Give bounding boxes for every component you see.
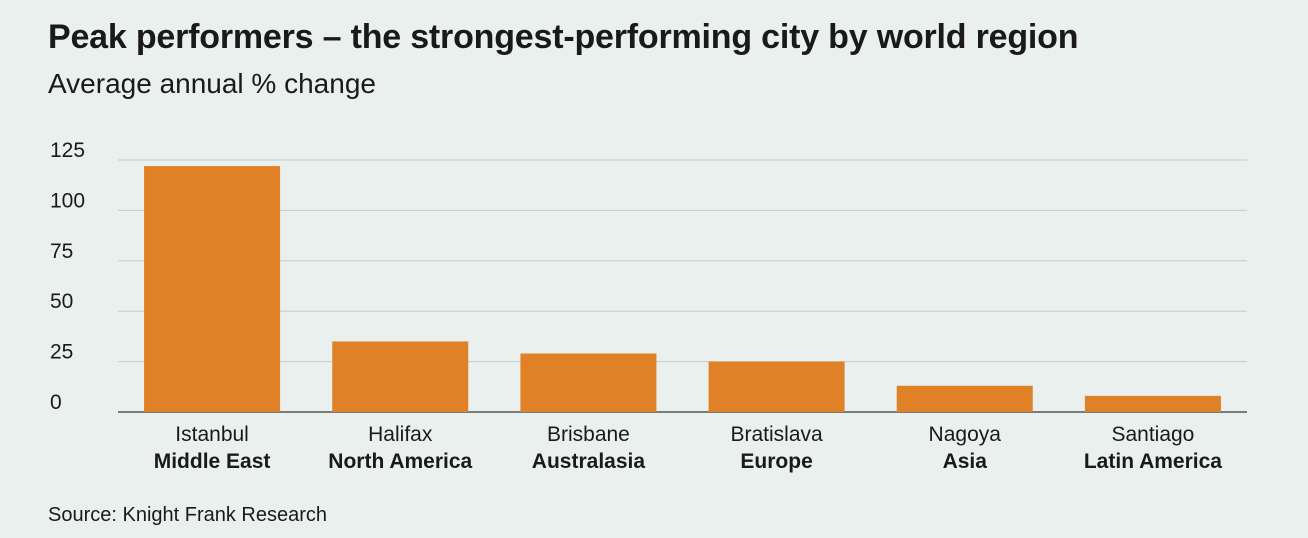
- x-tick-label-city: Bratislava: [730, 423, 823, 446]
- x-tick-label-city: Santiago: [1111, 423, 1194, 446]
- x-tick-label-region: Australasia: [532, 450, 646, 473]
- x-tick-label-region: North America: [328, 450, 472, 473]
- y-tick-label: 100: [50, 189, 85, 212]
- x-tick-label-city: Brisbane: [547, 423, 630, 446]
- chart-subtitle: Average annual % change: [48, 68, 376, 99]
- x-tick-label-city: Halifax: [368, 423, 433, 446]
- y-axis-ticks: 0 25 50 75 100 125: [50, 139, 85, 414]
- x-tick-label-region: Latin America: [1084, 450, 1222, 473]
- y-tick-label: 50: [50, 290, 73, 313]
- x-tick-label-city: Istanbul: [175, 423, 249, 446]
- x-tick-label-region: Asia: [943, 450, 988, 473]
- bar-bratislava: [708, 361, 845, 412]
- bar-brisbane: [520, 353, 657, 412]
- bar-halifax: [332, 341, 469, 412]
- y-tick-label: 0: [50, 391, 62, 414]
- x-tick-label-region: Middle East: [154, 450, 271, 473]
- y-tick-label: 125: [50, 139, 85, 162]
- bar-nagoya: [896, 385, 1033, 412]
- y-tick-label: 75: [50, 240, 73, 263]
- gridlines: [118, 159, 1247, 413]
- bar-santiago: [1084, 395, 1221, 412]
- bars: [144, 166, 1221, 412]
- source-note: Source: Knight Frank Research: [48, 504, 328, 526]
- x-axis-labels: Istanbul Middle East Halifax North America B…: [154, 423, 1223, 473]
- x-tick-label-region: Europe: [740, 450, 812, 473]
- y-tick-label: 25: [50, 341, 73, 364]
- bar-istanbul: [144, 166, 281, 412]
- chart-title: Peak performers – the strongest-performi…: [48, 18, 1079, 56]
- x-tick-label-city: Nagoya: [929, 423, 1002, 446]
